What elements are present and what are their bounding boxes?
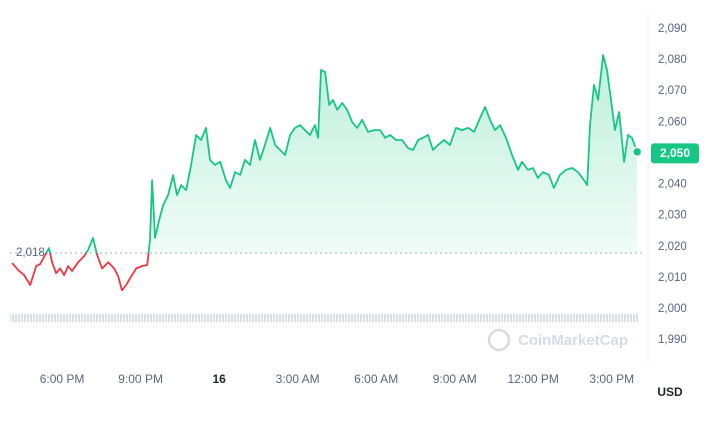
watermark-logo [487, 328, 511, 352]
x-tick-label: 6:00 AM [354, 372, 398, 386]
y-tick-label: 1,990 [658, 334, 687, 346]
y-tick-label: 2,090 [658, 23, 687, 35]
y-tick-label: 2,000 [658, 303, 687, 315]
x-tick-label: 12:00 PM [508, 372, 559, 386]
volume-band [10, 314, 638, 322]
price-badge [651, 143, 699, 164]
x-tick-label: 6:00 PM [40, 372, 85, 386]
price-line-down [11, 252, 150, 292]
x-tick-label: 3:00 PM [589, 372, 634, 386]
baseline-label: 2,018 [16, 247, 45, 259]
y-tick-label: 2,030 [658, 210, 687, 222]
y-tick-label: 2,040 [658, 179, 687, 191]
watermark: CoinMarketCap [518, 332, 628, 349]
y-tick-label: 2,070 [658, 85, 687, 97]
currency-label: USD [657, 385, 683, 399]
y-tick-label: 2,020 [658, 241, 687, 253]
y-tick-label: 2,010 [658, 272, 687, 284]
last-point [631, 146, 643, 158]
y-tick-label: 2,060 [658, 116, 687, 128]
price-line-up [45, 54, 638, 253]
price-badge-label: 2,050 [660, 146, 690, 160]
price-area [46, 55, 638, 253]
x-tick-label: 9:00 AM [433, 372, 477, 386]
x-tick-label: 16 [212, 372, 226, 386]
y-tick-label: 2,080 [658, 54, 687, 66]
x-tick-label: 9:00 PM [118, 372, 163, 386]
x-tick-label: 3:00 AM [276, 372, 320, 386]
